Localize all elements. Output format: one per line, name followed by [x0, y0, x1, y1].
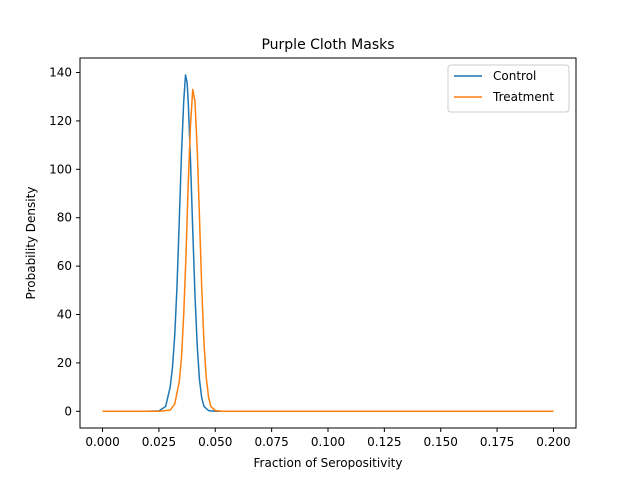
x-tick-label: 0.050	[198, 435, 232, 449]
x-tick-label: 0.175	[480, 435, 514, 449]
y-tick-label: 100	[49, 162, 72, 176]
y-tick-label: 120	[49, 114, 72, 128]
x-tick-label: 0.025	[142, 435, 176, 449]
legend: Control Treatment	[447, 64, 570, 113]
x-tick-label: 0.000	[85, 435, 119, 449]
x-tick-label: 0.075	[254, 435, 288, 449]
legend-label-treatment: Treatment	[492, 90, 554, 104]
x-axis-ticks: 0.000 0.025 0.050 0.075 0.100 0.125 0.150 0.175…	[85, 428, 571, 449]
x-tick-label: 0.200	[536, 435, 570, 449]
y-axis-ticks: 0 20 40 60 80 100 120 140	[49, 66, 80, 418]
x-tick-label: 0.150	[424, 435, 458, 449]
y-axis-label: Probability Density	[24, 187, 38, 300]
y-tick-label: 60	[57, 259, 72, 273]
y-tick-label: 80	[57, 211, 72, 225]
y-tick-label: 20	[57, 356, 72, 370]
x-axis-label: Fraction of Seropositivity	[254, 456, 403, 470]
series-line-control	[102, 74, 554, 413]
series-line-treatment	[102, 88, 554, 413]
series-layer	[102, 74, 554, 413]
legend-label-control: Control	[493, 69, 536, 83]
x-tick-label: 0.125	[367, 435, 401, 449]
x-tick-label: 0.100	[311, 435, 345, 449]
y-tick-label: 0	[64, 404, 72, 418]
y-tick-label: 40	[57, 308, 72, 322]
y-tick-label: 140	[49, 66, 72, 80]
chart-title: Purple Cloth Masks	[261, 37, 394, 53]
